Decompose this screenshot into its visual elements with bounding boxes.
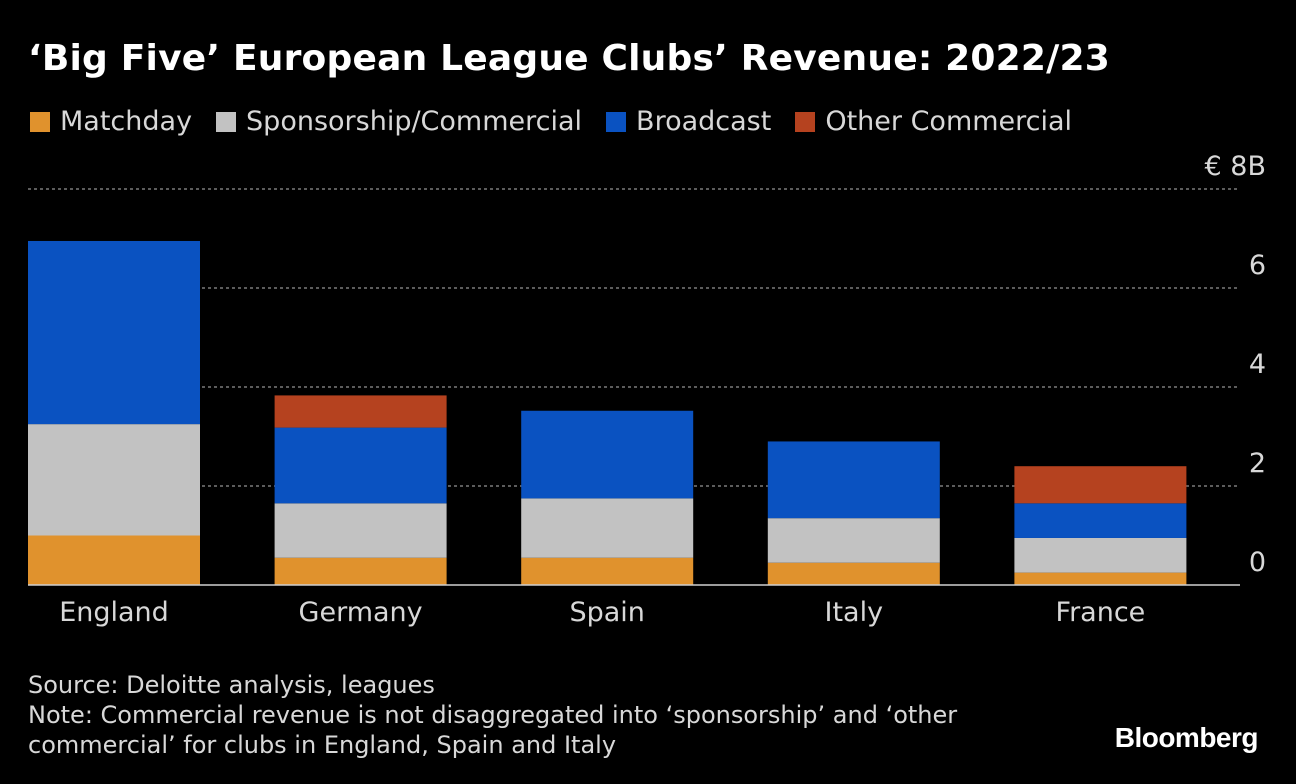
bars [28,240,1187,585]
y-tick-label: € 8B [1205,151,1266,182]
legend: Matchday Sponsorship/Commercial Broadcas… [30,106,1072,137]
bar-germany-matchday [274,557,447,585]
bloomberg-logo: Bloomberg [1114,722,1259,753]
legend-label-other-commercial: Other Commercial [825,106,1073,137]
legend-item-matchday: Matchday [30,106,192,137]
footer: Source: Deloitte analysis, leagues Note:… [28,670,1028,760]
legend-label-sponsorship: Sponsorship/Commercial [246,106,583,137]
legend-swatch-broadcast [606,111,627,132]
legend-label-matchday: Matchday [60,106,193,137]
note-line-2: commercial’ for clubs in England, Spain … [28,731,617,759]
source-note: Source: Deloitte analysis, leagues [28,671,435,699]
y-axis-ticks: 0 2 4 6 € 8B [1205,151,1266,578]
bar-england-sponsorship-commercial [28,424,200,536]
x-tick-label: Germany [299,597,423,628]
legend-swatch-other-commercial [795,111,816,132]
x-tick-label: France [1056,597,1146,628]
bar-france-sponsorship-commercial [1014,537,1187,573]
y-tick-label: 2 [1249,448,1266,479]
bar-france-matchday [1014,572,1187,585]
x-axis-ticks: England Germany Spain Italy France [59,597,1145,628]
bar-france-other-commercial [1014,466,1187,504]
legend-swatch-matchday [30,111,50,132]
bar-germany-other-commercial [274,395,447,428]
legend-item-broadcast: Broadcast [606,106,771,137]
bar-germany-broadcast [274,427,447,504]
bar-italy-broadcast [767,441,940,519]
legend-item-sponsorship: Sponsorship/Commercial [216,106,582,137]
bar-italy-matchday [767,562,940,585]
bar-spain-broadcast [521,410,694,499]
y-tick-label: 0 [1249,547,1266,578]
bar-france-broadcast [1014,503,1187,538]
x-tick-label: Italy [825,597,884,628]
x-tick-label: England [59,597,169,628]
legend-item-other-commercial: Other Commercial [795,106,1072,137]
chart-title: ‘Big Five’ European League Clubs’ Revenu… [28,38,1110,79]
note-line-1: Note: Commercial revenue is not disaggre… [28,701,958,729]
bar-germany-sponsorship-commercial [274,503,447,558]
legend-label-broadcast: Broadcast [636,106,772,137]
bar-england-broadcast [28,240,200,425]
x-tick-label: Spain [569,597,644,628]
legend-swatch-sponsorship [216,111,237,132]
bar-italy-sponsorship-commercial [767,518,940,563]
bar-spain-matchday [521,557,694,585]
bar-england-matchday [28,535,200,585]
y-tick-label: 6 [1249,250,1266,281]
bar-spain-sponsorship-commercial [521,498,694,558]
y-tick-label: 4 [1249,349,1266,380]
